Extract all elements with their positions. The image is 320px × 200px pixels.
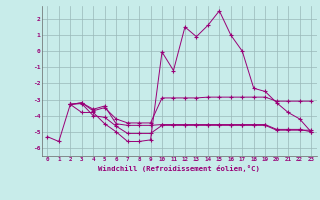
X-axis label: Windchill (Refroidissement éolien,°C): Windchill (Refroidissement éolien,°C): [98, 165, 260, 172]
